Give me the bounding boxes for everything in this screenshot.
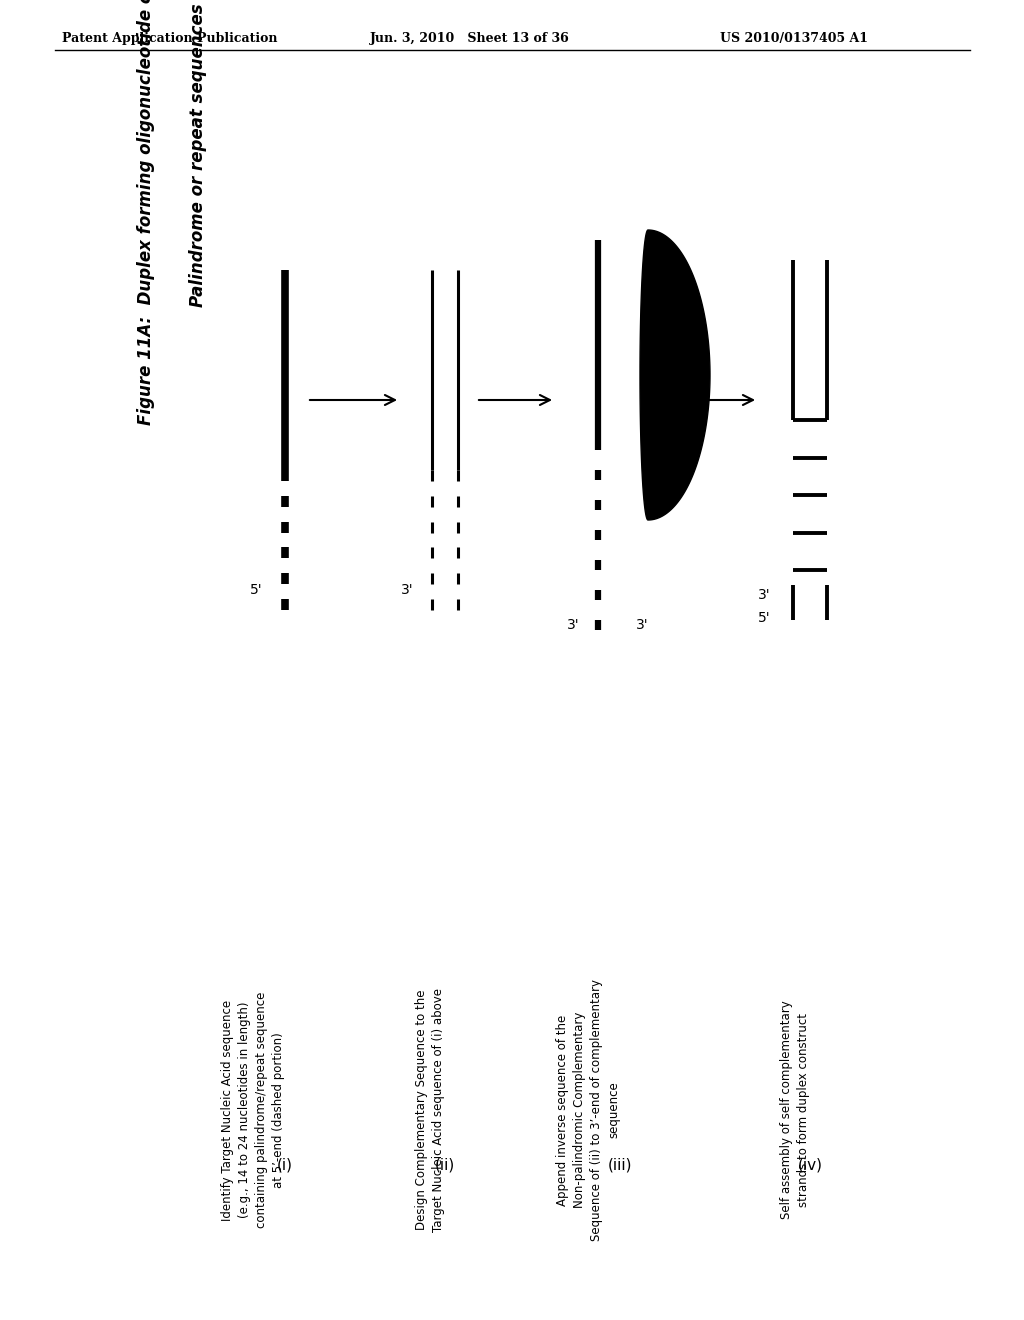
Text: (ii): (ii)	[435, 1158, 455, 1172]
Text: Figure 11A:  Duplex forming oligonucleotide constructs that utilize: Figure 11A: Duplex forming oligonucleoti…	[137, 0, 155, 425]
Text: Append inverse sequence of the
Non-palindromic Complementary
Sequence of (ii) to: Append inverse sequence of the Non-palin…	[556, 979, 620, 1241]
Text: US 2010/0137405 A1: US 2010/0137405 A1	[720, 32, 868, 45]
Polygon shape	[640, 230, 710, 520]
Text: 3': 3'	[636, 618, 648, 632]
Text: Patent Application Publication: Patent Application Publication	[62, 32, 278, 45]
Text: 3': 3'	[759, 587, 771, 602]
Text: Design Complementary Sequence to the
Target Nucleic Acid sequence of (i) above: Design Complementary Sequence to the Tar…	[415, 987, 445, 1232]
Text: 5': 5'	[759, 611, 771, 624]
Text: Jun. 3, 2010   Sheet 13 of 36: Jun. 3, 2010 Sheet 13 of 36	[370, 32, 569, 45]
Text: Palindrome or repeat sequences: Palindrome or repeat sequences	[189, 3, 207, 306]
Text: (iii): (iii)	[608, 1158, 632, 1172]
Text: Identify Target Nucleic Acid sequence
(e.g., 14 to 24 nucleotides in length)
con: Identify Target Nucleic Acid sequence (e…	[221, 991, 285, 1228]
Text: 5': 5'	[251, 583, 263, 597]
Text: (iv): (iv)	[798, 1158, 822, 1172]
Text: 3': 3'	[567, 618, 580, 632]
Text: Self assembly of self complementary
strands to form duplex construct: Self assembly of self complementary stra…	[780, 1001, 810, 1220]
Text: (i): (i)	[278, 1158, 293, 1172]
Text: 3': 3'	[401, 583, 414, 597]
